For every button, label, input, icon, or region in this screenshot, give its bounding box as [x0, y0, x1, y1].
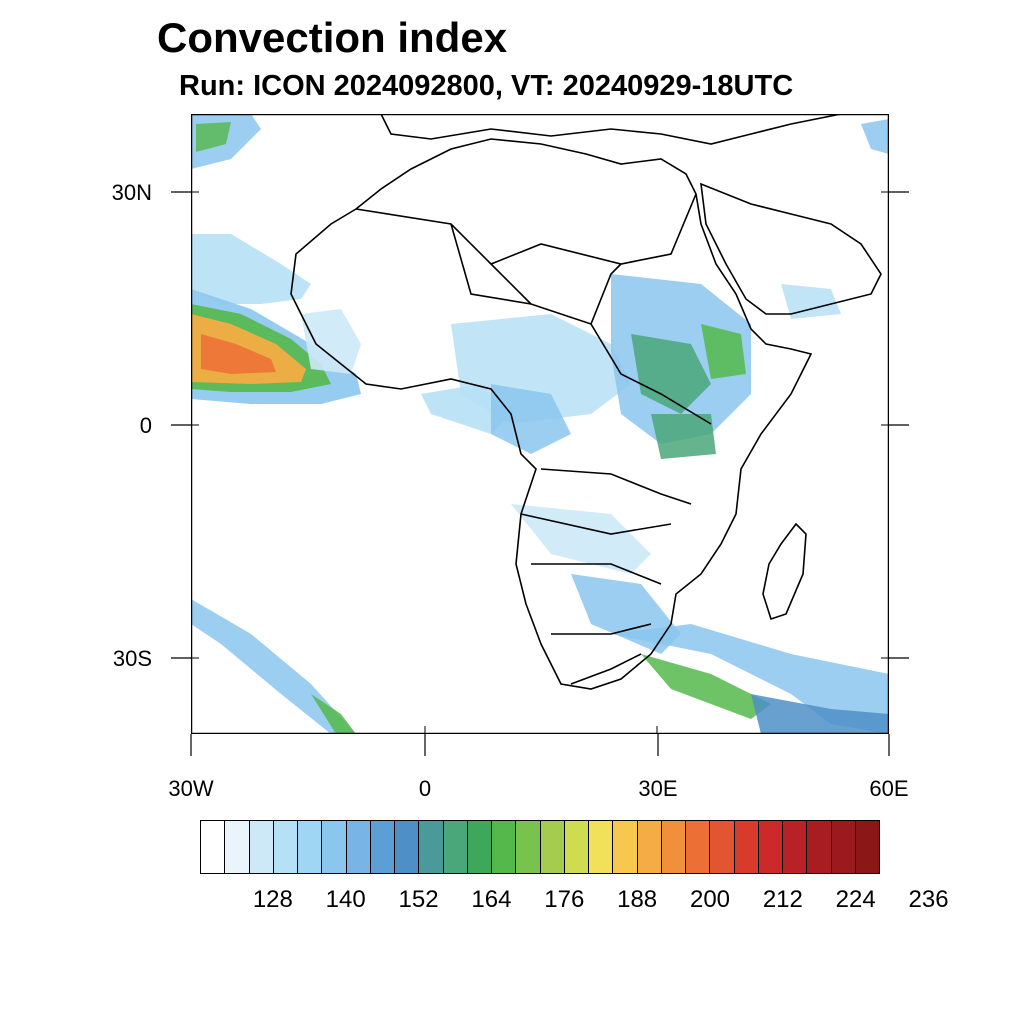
colorbar-swatch — [467, 821, 492, 873]
map-panel — [191, 114, 889, 734]
lat-label-30s: 30S — [112, 646, 152, 671]
convection-patch — [641, 654, 771, 719]
convection-patch — [781, 284, 841, 319]
colorbar-swatch — [443, 821, 468, 873]
colorbar-swatch — [564, 821, 589, 873]
convection-patch — [191, 599, 356, 734]
convection-patch — [631, 334, 711, 414]
colorbar-swatch — [225, 821, 250, 873]
colorbar-swatch — [613, 821, 638, 873]
colorbar-swatch — [807, 821, 832, 873]
colorbar-swatch — [855, 821, 879, 873]
lat-label-30n: 30N — [111, 180, 152, 205]
coastlines — [290, 114, 882, 690]
convection-patch — [611, 624, 889, 734]
colorbar — [200, 820, 880, 874]
convection-patch — [311, 694, 356, 734]
lon-label-30e: 30E — [638, 776, 678, 801]
lat-label-0: 0 — [139, 413, 152, 438]
colorbar-swatch — [298, 821, 323, 873]
map-title: Convection index — [157, 14, 508, 61]
europe-coastline — [380, 114, 842, 145]
colorbar-swatch — [734, 821, 759, 873]
convection-patch — [191, 234, 311, 304]
arabia-coastline — [700, 182, 882, 315]
colorbar-tick-label: 128 — [252, 886, 293, 913]
lon-label-60e: 60E — [869, 776, 909, 801]
convection-patch — [511, 504, 651, 574]
colorbar-swatch — [492, 821, 517, 873]
colorbar-swatch — [395, 821, 420, 873]
colorbar-swatch — [273, 821, 298, 873]
map-border — [191, 114, 889, 734]
colorbar-swatch — [831, 821, 856, 873]
convection-patch — [701, 324, 746, 379]
colorbar-swatch — [758, 821, 783, 873]
convection-patch — [491, 384, 571, 454]
africa-coastline — [290, 138, 813, 690]
country-borders — [355, 193, 712, 685]
colorbar-swatch — [370, 821, 395, 873]
map-canvas — [191, 114, 889, 734]
colorbar-swatch — [637, 821, 662, 873]
colorbar-swatch — [540, 821, 565, 873]
colorbar-swatch — [249, 821, 274, 873]
lon-label-30w: 30W — [168, 776, 214, 801]
map-subtitle: Run: ICON 2024092800, VT: 20240929-18UTC — [179, 70, 794, 102]
colorbar-swatch — [783, 821, 808, 873]
colorbar-tick-label: 176 — [544, 886, 585, 913]
convection-patch — [201, 334, 276, 374]
colorbar-tick-label: 164 — [471, 886, 512, 913]
colorbar-swatch — [346, 821, 371, 873]
convection-patch — [196, 122, 231, 152]
madagascar-coastline — [762, 522, 807, 621]
colorbar-tick-label: 200 — [689, 886, 731, 913]
colorbar-swatch — [589, 821, 614, 873]
colorbar-tick-label: 152 — [398, 886, 439, 913]
colorbar-tick-label: 236 — [908, 886, 949, 913]
colorbar-tick-label: 188 — [617, 886, 658, 913]
lon-label-0: 0 — [418, 776, 432, 801]
convection-patch — [301, 309, 361, 374]
colorbar-tick-label: 212 — [762, 886, 803, 913]
colorbar-swatch — [322, 821, 347, 873]
colorbar-tick-label: 140 — [325, 886, 366, 913]
colorbar-tick-label: 224 — [835, 886, 876, 913]
colorbar-swatch — [516, 821, 541, 873]
convection-patch — [651, 414, 716, 459]
colorbar-swatch — [710, 821, 735, 873]
colorbar-swatch — [686, 821, 711, 873]
convection-patch — [751, 694, 889, 734]
colorbar-swatch — [201, 821, 226, 873]
colorbar-swatch — [419, 821, 444, 873]
convection-patch — [861, 119, 889, 154]
colorbar-swatch — [661, 821, 686, 873]
tick-marks — [191, 191, 889, 734]
